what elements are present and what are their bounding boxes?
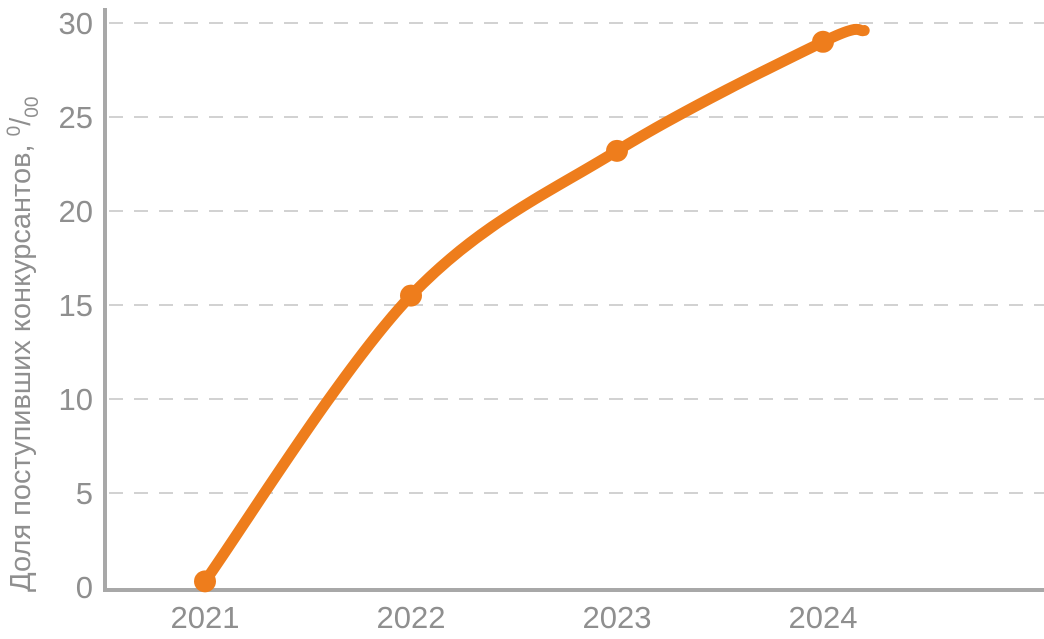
y-tick-labels: 0 5 10 15 20 25 30 <box>59 6 93 605</box>
x-tick-label: 2022 <box>377 600 446 635</box>
x-tick-label: 2021 <box>171 600 240 635</box>
y-axis-label: Доля поступивших конкурсантов, 0/00 <box>4 97 43 592</box>
data-point-marker <box>606 139 628 162</box>
data-point-marker <box>194 570 216 593</box>
axes <box>103 8 1044 592</box>
data-points <box>194 30 834 593</box>
data-point-marker <box>812 30 834 53</box>
y-tick-label: 10 <box>59 382 93 417</box>
y-tick-label: 20 <box>59 194 93 229</box>
y-tick-label: 5 <box>76 476 93 511</box>
gridlines <box>109 22 1044 494</box>
x-tick-label: 2024 <box>789 600 858 635</box>
x-tick-labels: 2021 2022 2023 2024 <box>171 600 858 635</box>
y-tick-label: 15 <box>59 288 93 323</box>
y-tick-label: 0 <box>76 570 93 605</box>
data-point-marker <box>400 284 422 307</box>
y-tick-label: 25 <box>59 100 93 135</box>
y-tick-label: 30 <box>59 6 93 41</box>
x-tick-label: 2023 <box>583 600 652 635</box>
